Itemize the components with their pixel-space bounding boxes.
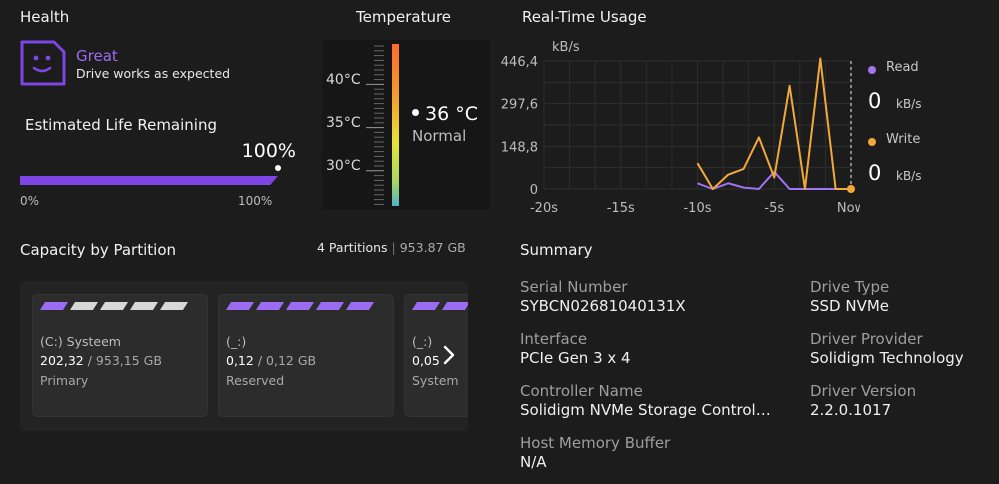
usage-y-tick-label: 297,6 — [501, 98, 538, 113]
usage-y-unit: kB/s — [552, 40, 580, 55]
write-legend-label: Write — [886, 132, 921, 147]
health-status: Great — [76, 47, 118, 65]
read-legend-label: Read — [886, 60, 919, 75]
temperature-status: Normal — [412, 127, 467, 145]
partition-segment — [40, 302, 68, 310]
partition-segment — [70, 302, 98, 310]
driver-provider-label: Driver Provider — [810, 330, 923, 348]
life-remaining-title: Estimated Life Remaining — [25, 116, 217, 134]
drive-type-label: Drive Type — [810, 278, 890, 296]
partition-segment — [130, 302, 158, 310]
partition-card[interactable]: (C:) Systeem 202,32 / 953,15 GB Primary — [32, 294, 208, 417]
partition-card[interactable]: (_:) 0,12 / 0,12 GB Reserved — [218, 294, 394, 417]
capacity-title: Capacity by Partition — [20, 241, 176, 259]
usage-title: Real-Time Usage — [522, 8, 647, 26]
partition-card[interactable]: (_:) 0,05 System — [404, 294, 468, 417]
partition-segment — [160, 302, 188, 310]
usage-chart: kB/s 446,4 297,6 148,8 0 -20s -15s -10s -5s Now — [501, 40, 860, 216]
usage-y-tick-label: 148,8 — [501, 140, 538, 155]
partition-total: / 0,12 GB — [257, 353, 317, 368]
controller-name-label: Controller Name — [520, 382, 643, 400]
partition-segment — [100, 302, 128, 310]
partition-segment — [226, 302, 254, 310]
driver-provider-value: Solidigm Technology — [810, 349, 964, 367]
usage-x-tick-label: Now — [837, 201, 860, 216]
partition-type: Primary — [40, 373, 89, 388]
interface-value: PCIe Gen 3 x 4 — [520, 349, 631, 367]
temperature-color-bar — [392, 44, 399, 206]
life-remaining-percent: 100% — [241, 140, 296, 162]
usage-x-tick-label: -15s — [607, 201, 635, 216]
health-title: Health — [20, 8, 70, 26]
chevron-right-icon[interactable] — [442, 345, 456, 365]
partition-type: System — [412, 373, 459, 388]
read-legend-dot — [868, 66, 876, 74]
partition-separator: | — [391, 240, 396, 255]
host-memory-buffer-label: Host Memory Buffer — [520, 434, 671, 452]
usage-x-tick-label: -5s — [764, 201, 784, 216]
partition-total: / 953,15 GB — [87, 353, 162, 368]
life-remaining-bar — [20, 176, 278, 185]
drive-type-value: SSD NVMe — [810, 297, 890, 315]
partition-segment — [346, 302, 374, 310]
temp-tick-label: 35°C — [326, 115, 361, 131]
summary-title: Summary — [520, 241, 593, 259]
life-remaining-min: 0% — [20, 194, 40, 208]
temp-tick-label: 30°C — [326, 158, 361, 174]
partition-segment — [256, 302, 284, 310]
usage-x-tick-label: -20s — [530, 201, 558, 216]
total-capacity: 953.87 GB — [399, 240, 466, 255]
read-value: 0 — [868, 89, 882, 113]
temperature-scale: 40°C 35°C 30°C — [326, 44, 399, 206]
temperature-title: Temperature — [356, 8, 452, 26]
usage-y-tick-label: 0 — [530, 183, 538, 198]
write-value: 0 — [868, 161, 882, 185]
partition-name: (C:) Systeem — [40, 334, 121, 349]
usage-now-point — [847, 185, 855, 193]
write-unit: kB/s — [896, 169, 922, 183]
temp-tick-label: 40°C — [326, 72, 361, 88]
temperature-value: 36 °C — [425, 103, 478, 125]
serial-number-value: SYBCN02681040131X — [520, 297, 686, 315]
life-remaining-fill — [20, 176, 278, 185]
partition-used: 0,12 — [226, 353, 254, 368]
host-memory-buffer-value: N/A — [520, 453, 547, 471]
partition-used: 202,32 — [40, 353, 84, 368]
driver-version-label: Driver Version — [810, 382, 917, 400]
partition-segment — [316, 302, 344, 310]
usage-series-write-line — [696, 57, 851, 190]
partition-count: 4 Partitions — [317, 240, 388, 255]
partition-segment — [412, 302, 440, 310]
interface-label: Interface — [520, 330, 588, 348]
partition-used: 0,05 — [412, 353, 440, 368]
temperature-indicator-dot — [412, 109, 419, 116]
temperature-gauge: 40°C 35°C 30°C — [322, 40, 490, 210]
face-icon — [20, 40, 66, 86]
partition-segment — [286, 302, 314, 310]
partition-segment — [442, 302, 468, 310]
driver-version-value: 2.2.0.1017 — [810, 401, 892, 419]
partition-type: Reserved — [226, 373, 285, 388]
partition-name: (_:) — [412, 334, 433, 349]
usage-x-tick-label: -10s — [683, 201, 711, 216]
life-remaining-max: 100% — [238, 194, 273, 208]
partition-name: (_:) — [226, 334, 247, 349]
read-unit: kB/s — [896, 97, 922, 111]
partition-carousel: (C:) Systeem 202,32 / 953,15 GB Primary … — [20, 281, 468, 431]
usage-y-tick-label: 446,4 — [501, 55, 538, 70]
life-remaining-marker — [275, 165, 281, 171]
serial-number-label: Serial Number — [520, 278, 628, 296]
health-description: Drive works as expected — [76, 66, 231, 81]
write-legend-dot — [868, 138, 876, 146]
controller-name-value: Solidigm NVMe Storage Control… — [520, 401, 771, 419]
